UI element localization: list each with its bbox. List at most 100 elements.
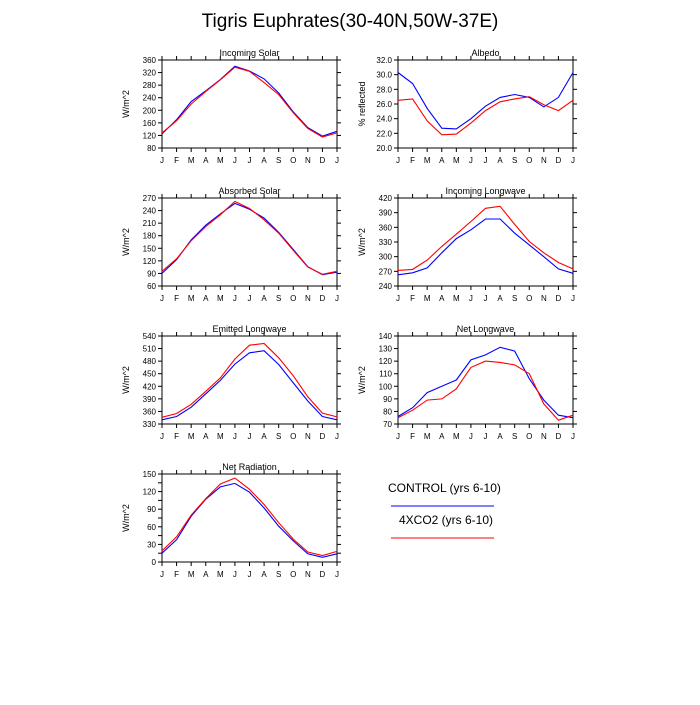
x-tick-label: J [248, 570, 252, 579]
x-tick-label: M [217, 432, 224, 441]
panel-title: Absorbed Solar [218, 186, 280, 196]
x-tick-label: F [410, 432, 415, 441]
x-tick-label: A [261, 570, 267, 579]
y-tick-label: 200 [143, 106, 157, 115]
series-line-4xco2 [161, 342, 338, 418]
y-tick-label: 390 [143, 395, 157, 404]
x-tick-label: A [203, 570, 209, 579]
x-tick-label: S [276, 432, 281, 441]
x-tick-label: F [410, 294, 415, 303]
y-tick-label: 90 [147, 269, 156, 278]
y-tick-label: 330 [379, 238, 393, 247]
x-tick-label: M [188, 294, 195, 303]
x-tick-label: N [541, 156, 547, 165]
x-tick-label: J [571, 156, 575, 165]
y-tick-label: 320 [143, 69, 157, 78]
y-tick-label: 20.0 [376, 144, 392, 153]
x-tick-label: A [261, 294, 267, 303]
x-tick-label: O [526, 294, 532, 303]
legend-label-control: CONTROL (yrs 6-10) [388, 481, 501, 495]
y-tick-label: 390 [379, 209, 393, 218]
x-tick-label: N [541, 432, 547, 441]
x-tick-label: A [203, 156, 209, 165]
series-line-4xco2 [161, 66, 338, 138]
x-tick-label: A [203, 432, 209, 441]
y-tick-label: 360 [143, 56, 157, 65]
series-line-4xco2 [397, 360, 574, 421]
x-tick-label: J [160, 570, 164, 579]
x-tick-label: F [174, 570, 179, 579]
x-tick-label: J [396, 294, 400, 303]
x-tick-label: J [484, 156, 488, 165]
plot-frame [161, 473, 338, 563]
y-axis-label: W/m^2 [121, 504, 131, 532]
y-tick-label: 70 [383, 420, 392, 429]
x-tick-label: S [512, 432, 517, 441]
x-tick-label: S [276, 570, 281, 579]
x-tick-label: N [305, 570, 311, 579]
series-line-4xco2 [161, 200, 338, 275]
panel-title: Net Radiation [222, 462, 277, 472]
y-tick-label: 330 [143, 420, 157, 429]
y-tick-label: 150 [143, 470, 157, 479]
y-tick-label: 120 [143, 131, 157, 140]
x-tick-label: M [217, 156, 224, 165]
x-tick-label: M [188, 432, 195, 441]
y-axis-label: W/m^2 [357, 228, 367, 256]
x-tick-label: A [439, 156, 445, 165]
y-tick-label: 60 [147, 282, 156, 291]
x-tick-label: J [233, 294, 237, 303]
x-tick-label: M [453, 294, 460, 303]
y-tick-label: 510 [143, 345, 157, 354]
x-tick-label: D [320, 294, 326, 303]
x-tick-label: D [556, 432, 562, 441]
y-tick-label: 180 [143, 232, 157, 241]
y-tick-label: 240 [143, 207, 157, 216]
x-tick-label: D [320, 432, 326, 441]
x-tick-label: O [290, 156, 296, 165]
y-tick-label: 160 [143, 119, 157, 128]
x-tick-label: J [396, 432, 400, 441]
y-tick-label: 60 [147, 523, 156, 532]
y-tick-label: 26.0 [376, 100, 392, 109]
y-tick-label: 480 [143, 357, 157, 366]
x-tick-label: M [188, 156, 195, 165]
y-axis-label: % reflected [357, 81, 367, 126]
y-tick-label: 24.0 [376, 115, 392, 124]
y-tick-label: 300 [379, 253, 393, 262]
panel-3: Absorbed Solar W/m^2 60 90 120 150 180 210 240 27… [121, 186, 341, 303]
x-tick-label: S [512, 294, 517, 303]
series-line-control [397, 218, 574, 276]
y-tick-label: 280 [143, 81, 157, 90]
x-tick-label: M [217, 294, 224, 303]
x-tick-label: F [410, 156, 415, 165]
y-tick-label: 90 [383, 395, 392, 404]
x-tick-label: D [556, 294, 562, 303]
x-tick-label: M [424, 432, 431, 441]
y-axis-label: W/m^2 [121, 228, 131, 256]
x-tick-label: J [233, 432, 237, 441]
y-tick-label: 22.0 [376, 129, 392, 138]
x-tick-label: J [469, 156, 473, 165]
x-tick-label: J [571, 294, 575, 303]
series-line-control [161, 202, 338, 276]
x-tick-label: J [469, 294, 473, 303]
series-line-4xco2 [397, 96, 574, 136]
y-tick-label: 90 [147, 505, 156, 514]
y-tick-label: 100 [379, 382, 393, 391]
x-tick-label: S [276, 156, 281, 165]
x-tick-label: A [497, 294, 503, 303]
x-tick-label: D [320, 156, 326, 165]
series-line-4xco2 [161, 477, 338, 557]
x-tick-label: J [160, 432, 164, 441]
x-tick-label: J [248, 432, 252, 441]
page-title: Tigris Euphrates(30-40N,50W-37E) [201, 11, 499, 32]
x-tick-label: M [188, 570, 195, 579]
y-tick-label: 140 [379, 332, 393, 341]
x-tick-label: A [439, 294, 445, 303]
series-line-control [397, 346, 574, 419]
y-tick-label: 28.0 [376, 85, 392, 94]
panel-title: Emitted Longwave [212, 324, 286, 334]
x-tick-label: F [174, 156, 179, 165]
panel-5: Emitted Longwave W/m^2 330 360 390 420 450 480 5… [121, 324, 341, 441]
